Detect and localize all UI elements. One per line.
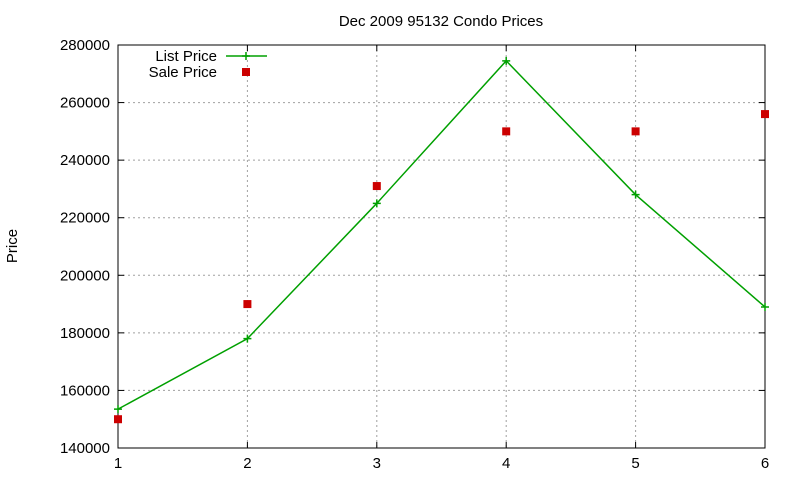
x-tick-label: 2 xyxy=(243,455,251,472)
sale-price-point xyxy=(502,127,511,136)
y-axis-label: Price xyxy=(4,229,21,263)
axis-ticks: 140000 160000 180000 200000 220000 240000 2600… xyxy=(60,37,769,472)
legend-label-list-price: List Price xyxy=(155,48,217,65)
legend-marker-list-price xyxy=(242,52,250,60)
legend-marker-sale-price xyxy=(242,68,250,76)
x-tick-label: 1 xyxy=(114,455,122,472)
chart-title: Dec 2009 95132 Condo Prices xyxy=(339,13,543,30)
list-price-point xyxy=(243,334,252,343)
sale-price-point xyxy=(761,110,769,119)
sale-price-point xyxy=(372,182,381,191)
series xyxy=(114,56,769,424)
list-price-point xyxy=(114,405,122,414)
list-price-point xyxy=(372,199,381,208)
sale-price-point xyxy=(114,415,122,424)
sale-price-point xyxy=(243,300,252,309)
y-tick-label: 140000 xyxy=(60,440,110,457)
list-price-point xyxy=(761,302,769,311)
x-tick-label: 4 xyxy=(502,455,510,472)
sale-price-point xyxy=(631,127,640,136)
plot-frame xyxy=(117,44,766,449)
y-tick-label: 240000 xyxy=(60,152,110,169)
y-tick-label: 200000 xyxy=(60,267,110,284)
y-tick-label: 180000 xyxy=(60,325,110,342)
y-tick-label: 220000 xyxy=(60,210,110,227)
x-tick-label: 6 xyxy=(761,455,769,472)
legend-label-sale-price: Sale Price xyxy=(149,64,217,81)
list-price-line xyxy=(117,59,766,410)
list-price-point xyxy=(502,56,511,65)
x-tick-label: 3 xyxy=(373,455,381,472)
y-tick-label: 160000 xyxy=(60,382,110,399)
y-tick-label: 280000 xyxy=(60,37,110,54)
grid xyxy=(118,45,765,448)
list-price-point xyxy=(631,190,640,199)
x-tick-label: 5 xyxy=(631,455,639,472)
y-tick-label: 260000 xyxy=(60,95,110,112)
